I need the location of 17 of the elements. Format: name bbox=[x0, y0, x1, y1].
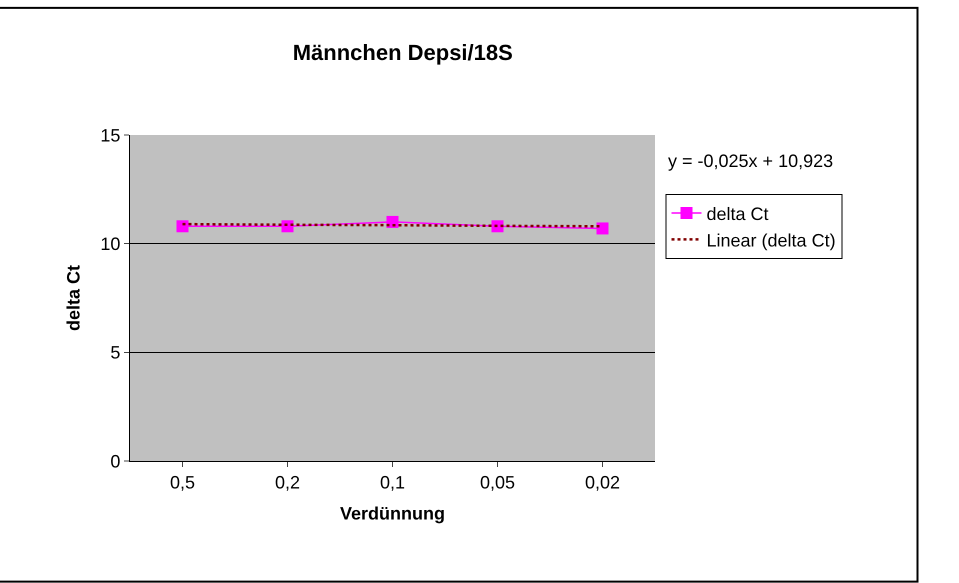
x-tick-label: 0,5 bbox=[170, 472, 196, 493]
legend-label: delta Ct bbox=[706, 204, 769, 224]
y-tick-label: 15 bbox=[100, 125, 120, 146]
y-tick-label: 5 bbox=[110, 342, 120, 363]
x-tick-label: 0,1 bbox=[380, 472, 406, 493]
text: y = -0,025x + 10,923 bbox=[668, 151, 834, 171]
y-tick-label: 0 bbox=[110, 451, 120, 472]
legend-label: Linear (delta Ct) bbox=[706, 230, 836, 250]
chart-title: Männchen Depsi/18S bbox=[292, 40, 513, 66]
point bbox=[596, 222, 608, 234]
x-tick-label: 0,02 bbox=[584, 472, 620, 493]
y-tick-label: 10 bbox=[100, 234, 120, 254]
x-tick-label: 0,2 bbox=[274, 472, 300, 493]
point bbox=[176, 220, 188, 232]
x-axis-title: Verdünnung bbox=[340, 504, 445, 524]
y-axis-title: delta Ct bbox=[64, 264, 84, 332]
x-tick-label: 0,05 bbox=[480, 472, 516, 493]
